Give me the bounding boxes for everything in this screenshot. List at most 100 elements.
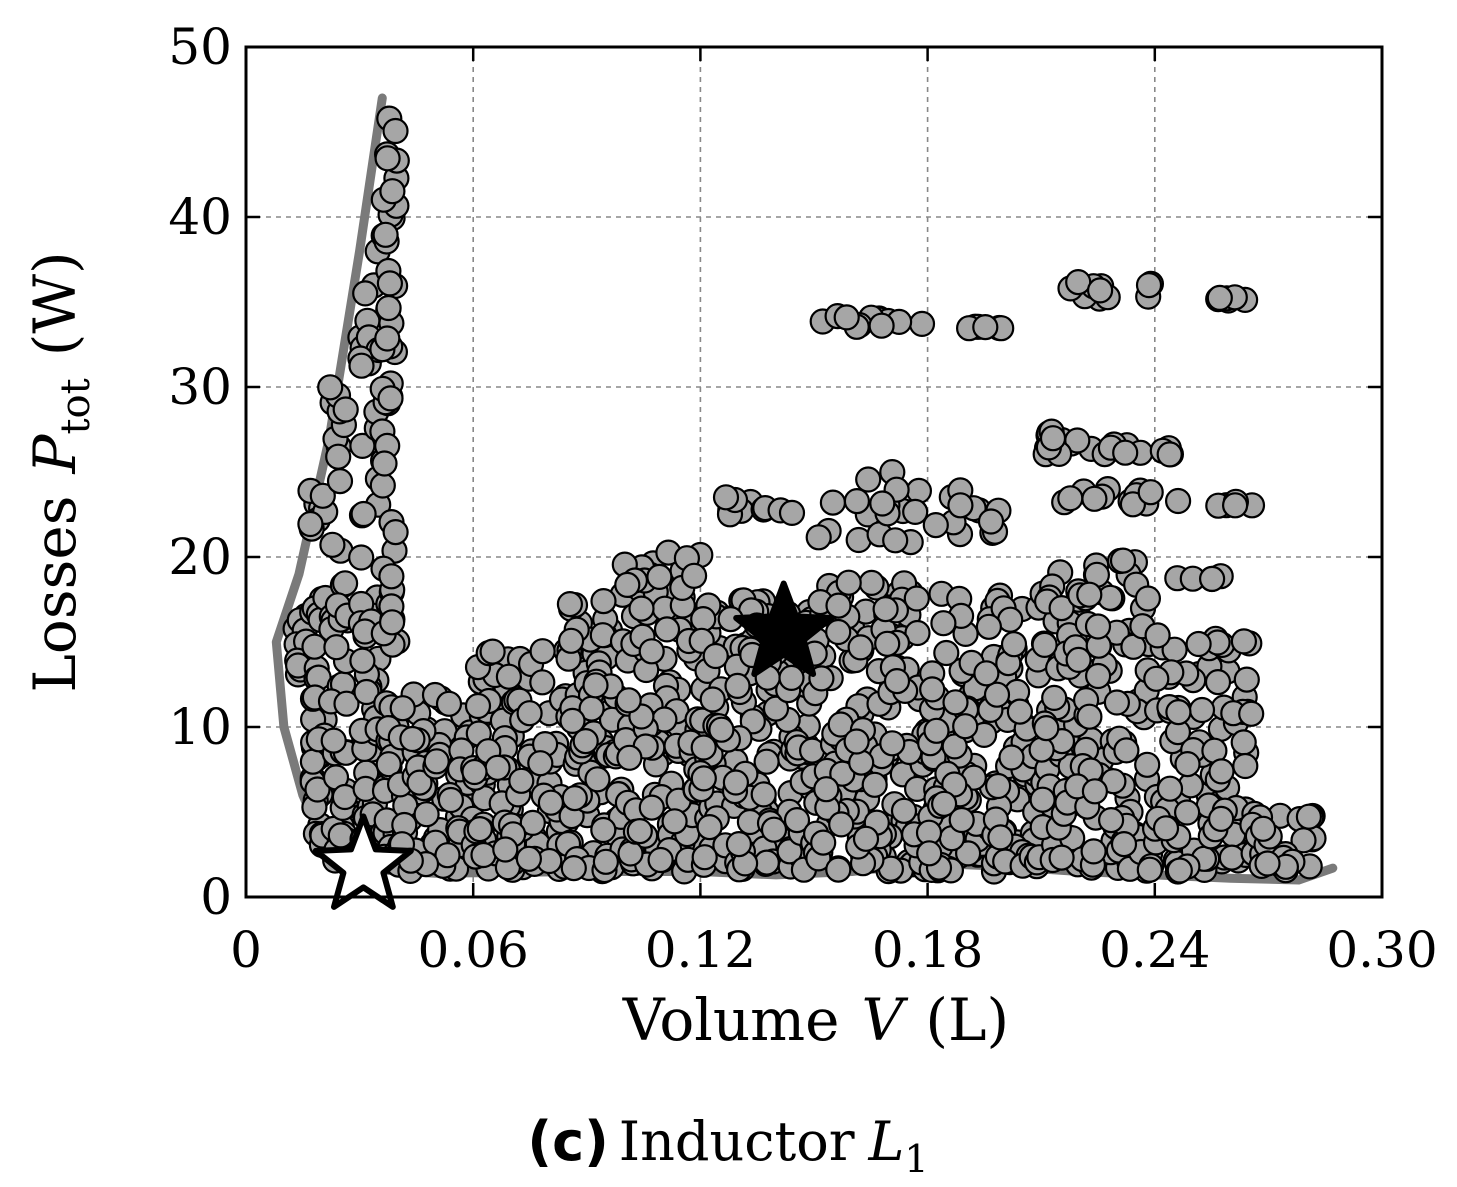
data-point bbox=[1065, 269, 1092, 296]
data-point bbox=[1254, 850, 1281, 877]
data-point bbox=[557, 627, 585, 654]
data-point bbox=[492, 836, 519, 863]
x-axis-label: Volume V (L) bbox=[622, 986, 1009, 1054]
data-point bbox=[1136, 856, 1163, 883]
data-point bbox=[470, 841, 497, 869]
data-point bbox=[638, 638, 665, 665]
data-point bbox=[1048, 594, 1075, 622]
data-point bbox=[327, 822, 354, 849]
data-point bbox=[1135, 272, 1163, 299]
data-point bbox=[805, 524, 832, 551]
data-point bbox=[582, 672, 609, 699]
data-point bbox=[952, 713, 979, 740]
data-point bbox=[508, 767, 535, 794]
data-point bbox=[1134, 585, 1162, 612]
data-point bbox=[783, 806, 811, 834]
x-tick-label: 0 bbox=[230, 921, 262, 979]
data-point bbox=[847, 634, 874, 661]
data-point bbox=[406, 769, 433, 796]
data-point bbox=[1097, 806, 1125, 834]
data-point bbox=[333, 690, 360, 717]
data-point bbox=[369, 472, 396, 499]
data-point bbox=[484, 754, 511, 781]
data-point bbox=[712, 484, 740, 511]
data-point bbox=[919, 676, 946, 703]
data-point bbox=[702, 642, 729, 670]
data-point bbox=[724, 672, 751, 700]
data-point bbox=[1232, 752, 1259, 780]
data-point bbox=[332, 570, 359, 597]
data-point bbox=[861, 771, 888, 798]
data-point bbox=[778, 499, 806, 527]
data-point bbox=[998, 744, 1025, 771]
data-point bbox=[1249, 815, 1277, 842]
caption-text: Inductor bbox=[619, 1110, 855, 1173]
data-point bbox=[890, 797, 918, 824]
y-axis-label: Losses Ptot (W) bbox=[21, 251, 99, 692]
data-point bbox=[1144, 622, 1171, 649]
data-point bbox=[904, 619, 931, 647]
data-point bbox=[1081, 485, 1108, 512]
data-point bbox=[868, 312, 895, 339]
data-point bbox=[905, 477, 933, 504]
data-point bbox=[559, 707, 586, 735]
data-point bbox=[1230, 729, 1257, 756]
y-axis-label-text: Losses bbox=[21, 496, 89, 693]
data-point bbox=[377, 385, 404, 412]
y-axis-label-subscript: tot bbox=[53, 378, 99, 434]
data-point bbox=[948, 806, 975, 834]
x-tick-label: 0.12 bbox=[645, 921, 756, 979]
data-point bbox=[317, 374, 344, 401]
data-point bbox=[348, 544, 375, 571]
data-point bbox=[1134, 751, 1161, 778]
data-point bbox=[382, 117, 409, 145]
data-point bbox=[1033, 714, 1060, 742]
data-point bbox=[378, 563, 405, 590]
data-point bbox=[1156, 775, 1184, 802]
data-point bbox=[1207, 805, 1235, 833]
data-point bbox=[869, 490, 896, 517]
data-point bbox=[825, 592, 852, 619]
data-point bbox=[902, 498, 929, 525]
data-point bbox=[560, 854, 587, 882]
data-point bbox=[434, 842, 461, 869]
data-point bbox=[437, 786, 464, 814]
data-point bbox=[350, 500, 377, 528]
data-point bbox=[1113, 737, 1140, 764]
y-tick-label: 50 bbox=[168, 18, 232, 76]
data-point bbox=[399, 725, 426, 753]
data-point bbox=[835, 569, 862, 596]
data-points bbox=[282, 105, 1327, 885]
data-point bbox=[1188, 696, 1216, 724]
data-point bbox=[923, 717, 950, 744]
data-point bbox=[725, 830, 753, 858]
data-point bbox=[933, 639, 960, 667]
data-point bbox=[379, 178, 406, 205]
data-point bbox=[584, 766, 611, 793]
data-point bbox=[332, 396, 359, 423]
data-point bbox=[879, 730, 906, 757]
data-point bbox=[537, 789, 565, 816]
y-tick-label: 40 bbox=[168, 188, 232, 246]
data-point bbox=[614, 571, 641, 599]
data-point bbox=[983, 681, 1011, 708]
star-marker bbox=[312, 813, 414, 910]
data-point bbox=[930, 610, 957, 637]
data-point bbox=[479, 638, 506, 665]
data-point bbox=[696, 813, 723, 841]
data-point bbox=[819, 489, 847, 516]
x-tick-label: 0.18 bbox=[872, 921, 983, 979]
data-point bbox=[1041, 684, 1068, 712]
data-point bbox=[753, 748, 780, 775]
data-point bbox=[1080, 838, 1107, 865]
data-point bbox=[297, 510, 324, 538]
data-point bbox=[825, 618, 852, 646]
x-tick-label: 0.30 bbox=[1326, 921, 1437, 979]
data-point bbox=[1233, 666, 1260, 693]
data-point bbox=[353, 678, 380, 706]
data-point bbox=[977, 508, 1005, 535]
figure-caption: (c) Inductor L1 bbox=[527, 1110, 928, 1181]
data-point bbox=[423, 748, 450, 775]
data-point bbox=[1164, 487, 1192, 515]
data-point bbox=[690, 734, 717, 761]
